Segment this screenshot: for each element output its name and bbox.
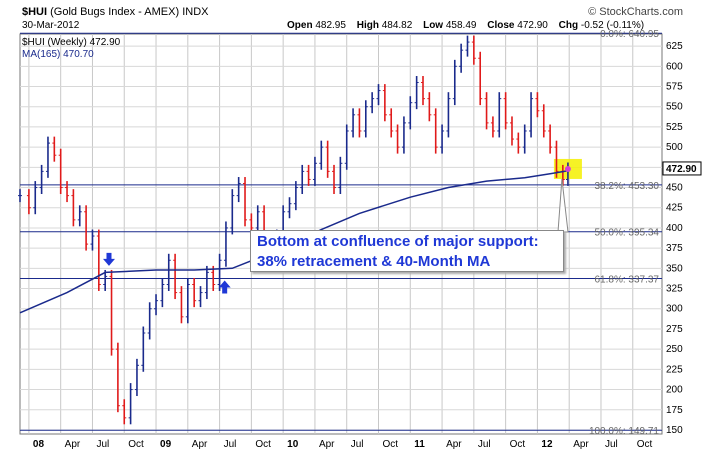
last-price-marker (564, 165, 571, 172)
close-label: Close (487, 20, 515, 31)
y-tick-label: 600 (666, 61, 683, 72)
x-tick-label: Jul (478, 439, 491, 450)
x-tick-label: Jul (224, 439, 237, 450)
x-tick-label: Apr (446, 439, 462, 450)
y-tick-label: 375 (666, 243, 683, 254)
y-tick-label: 350 (666, 263, 683, 274)
y-tick-label: 500 (666, 142, 683, 153)
annotation-line-2: 38% retracement & 40-Month MA (257, 253, 491, 270)
x-tick-label: 10 (287, 439, 299, 450)
index-name: (Gold Bugs Index - AMEX) (50, 6, 180, 18)
ma-line (19, 170, 569, 314)
y-tick-label: 175 (666, 405, 683, 416)
x-tick-label: Jul (96, 439, 109, 450)
y-tick-label: 325 (666, 284, 683, 295)
y-tick-label: 625 (666, 41, 683, 52)
high-label: High (356, 20, 379, 31)
x-tick-label: Oct (510, 439, 526, 450)
y-tick-label: 150 (666, 425, 683, 436)
x-tick-label: Jul (605, 439, 618, 450)
legend-ma: MA(165) 470.70 (22, 49, 94, 60)
fib-level-label: 0.0%: 640.95 (600, 29, 659, 40)
last-value-label: 472.90 (666, 164, 697, 175)
open-value: 482.95 (315, 20, 346, 31)
y-tick-label: 425 (666, 203, 683, 214)
x-tick-label: 11 (414, 439, 425, 450)
legend-series: $HUI (Weekly) 472.90 (22, 37, 121, 48)
x-tick-label: Jul (351, 439, 364, 450)
chg-label: Chg (558, 20, 579, 31)
x-tick-label: Apr (319, 439, 335, 450)
y-tick-label: 200 (666, 385, 683, 396)
x-tick-label: Apr (192, 439, 208, 450)
y-tick-label: 250 (666, 344, 683, 355)
x-tick-label: Oct (637, 439, 653, 450)
y-tick-label: 400 (666, 223, 683, 234)
close-value: 472.90 (517, 20, 548, 31)
y-tick-label: 575 (666, 82, 683, 93)
arrow-down-icon (102, 252, 115, 266)
fib-level-label: 50.0%: 395.34 (595, 228, 660, 239)
fib-level-label: 38.2%: 453.30 (595, 181, 660, 192)
y-tick-label: 300 (666, 304, 683, 315)
chart-title: $HUI (Gold Bugs Index - AMEX) INDX (22, 6, 208, 18)
high-value: 484.82 (381, 20, 413, 31)
x-tick-label: Oct (128, 439, 144, 450)
symbol: $HUI (22, 6, 48, 18)
x-tick-label: 12 (541, 439, 553, 450)
fib-level-label: 100.0%: 149.71 (589, 426, 659, 437)
annotation-line-1: Bottom at confluence of major support: (257, 233, 539, 250)
fib-level-label: 61.8%: 337.37 (595, 275, 660, 286)
quote-bar: Open 482.95 High 484.82 Low 458.49 Close… (287, 20, 644, 31)
x-tick-label: 08 (33, 439, 45, 450)
brand-logo: © StockCharts.com (588, 6, 683, 18)
arrow-up-icon (218, 280, 231, 294)
y-tick-label: 525 (666, 122, 683, 133)
chart-date: 30-Mar-2012 (22, 20, 80, 31)
annotation-box: Bottom at confluence of major support: 3… (250, 230, 564, 272)
chg-value: -0.52 (-0.11%) (580, 20, 645, 31)
y-tick-label: 275 (666, 324, 683, 335)
y-tick-label: 225 (666, 364, 683, 375)
x-tick-label: Oct (383, 439, 399, 450)
y-tick-label: 450 (666, 183, 683, 194)
x-tick-label: Apr (573, 439, 589, 450)
x-tick-label: 09 (160, 439, 172, 450)
y-tick-label: 550 (666, 102, 683, 113)
x-tick-label: Oct (255, 439, 271, 450)
low-label: Low (423, 20, 444, 31)
open-label: Open (287, 20, 313, 31)
exchange: INDX (182, 6, 209, 18)
last-value-tag (662, 161, 702, 176)
x-tick-label: Apr (65, 439, 81, 450)
low-value: 458.49 (445, 20, 477, 31)
